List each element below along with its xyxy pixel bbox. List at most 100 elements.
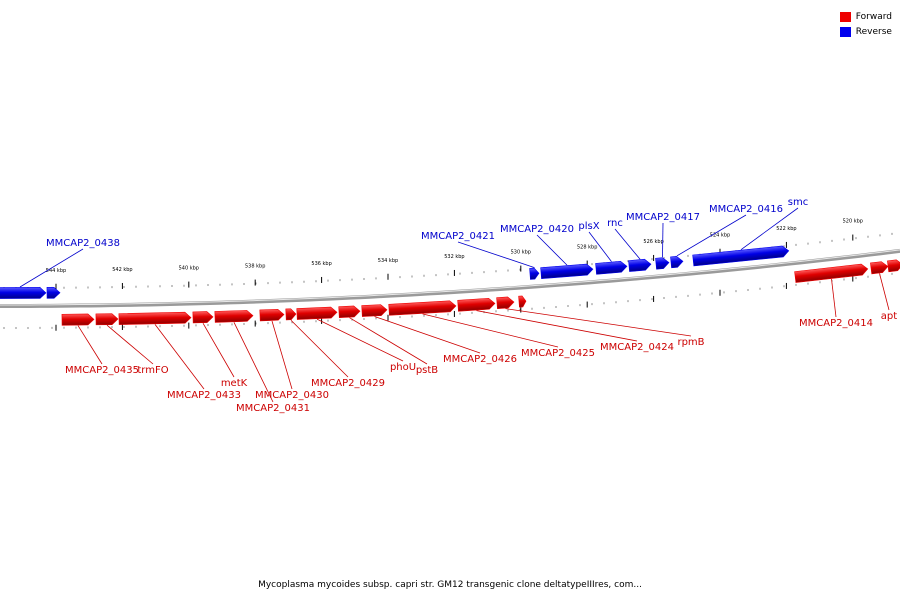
label-connector (588, 231, 612, 262)
gene-arrow[interactable] (595, 260, 628, 275)
tick-label: 542 kbp (112, 267, 132, 273)
tick-label: 520 kbp (843, 219, 863, 225)
forward-gene-9[interactable] (361, 304, 388, 317)
label-connector (106, 324, 154, 365)
gene-arrow[interactable] (95, 313, 119, 326)
gene-label: rnc (607, 218, 623, 229)
reverse-gene-1[interactable] (529, 267, 540, 280)
gene-arrow[interactable] (259, 308, 285, 322)
label-connector (505, 308, 692, 337)
tick-label: 528 kbp (577, 245, 597, 251)
gene-arrow[interactable] (46, 287, 61, 299)
gene-label: MMCAP2_0429 (311, 378, 385, 389)
label-connector (202, 322, 235, 378)
gene-arrow[interactable] (670, 256, 684, 269)
gene-arrow[interactable] (214, 310, 254, 323)
legend-forward: Forward (839, 9, 892, 24)
reverse-gene-4[interactable] (628, 258, 652, 272)
reverse-gene-2[interactable] (540, 263, 594, 279)
label-connector (374, 316, 481, 354)
gene-arrow[interactable] (540, 263, 594, 279)
gene-arrow[interactable] (361, 304, 388, 317)
forward-gene-1[interactable] (95, 313, 119, 326)
gene-label: MMCAP2_0414 (799, 318, 873, 329)
gene-label: MMCAP2_0435 (65, 365, 139, 376)
backbone-layer (0, 248, 900, 308)
label-connector (271, 320, 293, 390)
tick-label: 538 kbp (245, 264, 265, 270)
reverse-gene-0[interactable] (0, 287, 47, 299)
gene-arrow[interactable] (338, 305, 361, 318)
tick-label: 536 kbp (311, 261, 331, 267)
label-connector (740, 207, 799, 250)
gene-arrow[interactable] (870, 261, 889, 275)
gene-label: phoU (390, 362, 416, 373)
forward-gene-14[interactable] (870, 261, 889, 275)
gene-arrow[interactable] (496, 296, 515, 310)
forward-gene-13[interactable] (794, 263, 869, 283)
forward-gene-5[interactable] (259, 308, 285, 322)
forward-gene-10[interactable] (388, 300, 457, 316)
gene-arrow[interactable] (0, 287, 47, 299)
gene-arrow[interactable] (61, 313, 95, 326)
gene-label: MMCAP2_0421 (421, 231, 495, 242)
label-connector (154, 324, 205, 390)
forward-gene-edge[interactable] (887, 259, 900, 273)
gene-arrow[interactable] (388, 300, 457, 316)
forward-gene-11[interactable] (457, 297, 496, 312)
gene-label: MMCAP2_0420 (500, 224, 574, 235)
gene-arrow[interactable] (692, 245, 790, 267)
gene-arrow[interactable] (628, 258, 652, 272)
reverse-label: Reverse (855, 26, 892, 37)
gene-arrow[interactable] (794, 263, 869, 283)
reverse-gene-7[interactable] (692, 245, 790, 267)
tick-label: 544 kbp (46, 268, 66, 274)
tick-label: 530 kbp (511, 250, 531, 256)
gene-arrow[interactable] (887, 259, 900, 273)
forward-gene-extra[interactable] (518, 295, 527, 308)
gene-label: MMCAP2_0438 (46, 238, 120, 249)
gene-label: MMCAP2_0417 (626, 212, 700, 223)
reverse-gene-3[interactable] (595, 260, 628, 275)
forward-gene-8[interactable] (338, 305, 361, 318)
gene-label: plsX (578, 221, 599, 232)
forward-gene-3[interactable] (192, 311, 214, 324)
forward-gene-4[interactable] (214, 310, 254, 323)
label-connector (19, 248, 84, 288)
label-connector (831, 278, 837, 318)
forward-gene-7[interactable] (296, 306, 338, 320)
tick-layer: 544 kbp 542 kbp 540 kbp 538 kbp 536 kbp 534 k… (3, 219, 893, 331)
backbone (0, 248, 900, 308)
label-connector (457, 241, 535, 268)
forward-gene-12[interactable] (496, 296, 515, 310)
label-connector (476, 310, 638, 342)
gene-arrow[interactable] (285, 308, 297, 321)
tick-label: 522 kbp (776, 226, 796, 232)
gene-label: smc (788, 197, 808, 208)
gene-arrow[interactable] (296, 306, 338, 320)
gene-label: apt (881, 311, 897, 322)
forward-gene-0[interactable] (61, 313, 95, 326)
tick-label: 534 kbp (378, 258, 398, 264)
label-connector (349, 317, 428, 365)
reverse-gene-6[interactable] (670, 256, 684, 269)
label-connector (662, 222, 664, 258)
reverse-gene-5[interactable] (655, 257, 670, 270)
gene-arrow[interactable] (192, 311, 214, 324)
gene-arrow[interactable] (655, 257, 670, 270)
gene-arrow[interactable] (118, 311, 192, 325)
gene-label: pstB (416, 365, 438, 376)
forward-gene-2[interactable] (118, 311, 192, 325)
forward-swatch (839, 11, 851, 22)
tick-label: 532 kbp (444, 254, 464, 260)
label-connector (233, 322, 274, 403)
gene-arrow[interactable] (518, 295, 527, 308)
reverse-gene-extra[interactable] (46, 287, 61, 299)
forward-gene-6[interactable] (285, 308, 297, 321)
label-connector (316, 318, 404, 362)
gene-label: MMCAP2_0424 (600, 342, 674, 353)
gene-arrow[interactable] (457, 297, 496, 312)
tick-label: 540 kbp (179, 266, 199, 272)
gene-arrow[interactable] (529, 267, 540, 280)
